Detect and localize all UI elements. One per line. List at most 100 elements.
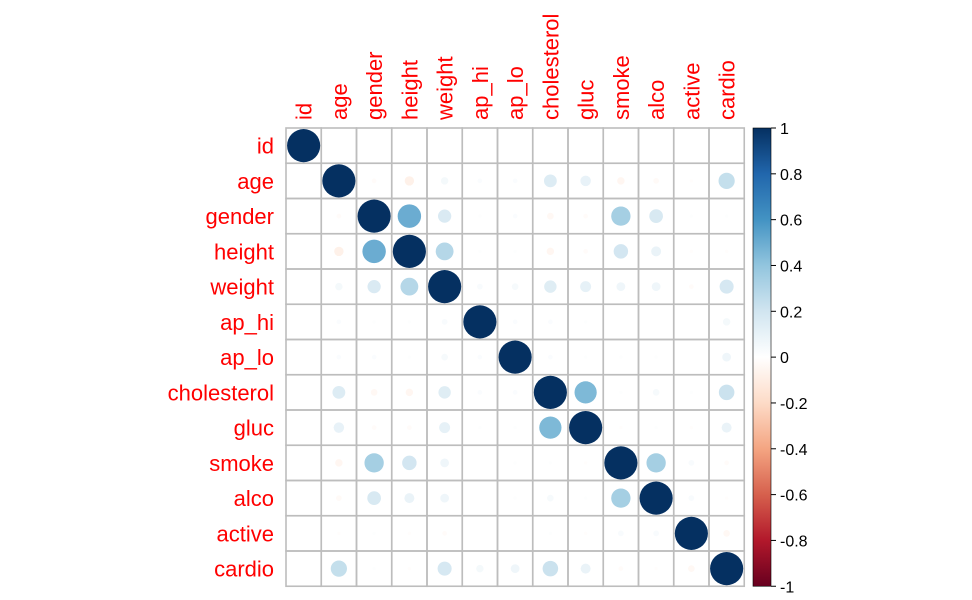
corr-gluc-cardio [721, 422, 732, 433]
grid-cell [602, 127, 640, 165]
corr-gluc-cholesterol [539, 416, 562, 439]
corr-alco-ap_lo [513, 496, 517, 500]
corr-cardio-ap_lo [510, 564, 520, 574]
row-labels: id age gender height weight ap_hi ap_locholest… [168, 134, 274, 582]
corr-active-gender [372, 531, 376, 536]
corr-weight-smoke [616, 282, 626, 292]
corr-cardio-gender [372, 566, 376, 571]
corr-gender-smoke [611, 206, 631, 226]
corr-alco-weight [440, 493, 450, 503]
corr-smoke-smoke [604, 446, 638, 480]
corr-ap_lo-smoke [619, 355, 623, 359]
corr-gender-height [397, 204, 422, 228]
colorbar-tick-label: 1 [780, 121, 789, 138]
corr-weight-active [689, 284, 694, 289]
corr-age-cardio [718, 172, 735, 189]
corr-active-gluc [583, 531, 588, 536]
col-label-age: age [327, 83, 352, 120]
corr-gender-gender [357, 199, 391, 233]
grid-cell [426, 127, 464, 165]
corr-active-cardio [723, 530, 730, 537]
corr-active-height [407, 531, 412, 536]
corr-age-weight [440, 177, 449, 185]
corr-height-age [334, 246, 344, 257]
corr-active-age [337, 531, 341, 536]
grid-cell [637, 127, 675, 165]
corr-gender-alco [649, 209, 663, 223]
corr-alco-cardio [724, 496, 729, 500]
grid-cell [672, 127, 710, 165]
corr-alco-gender [367, 491, 381, 505]
grid-cell [285, 444, 323, 482]
corr-smoke-active [688, 460, 695, 466]
corr-cholesterol-cholesterol [533, 375, 567, 409]
grid-cell [637, 303, 675, 341]
corr-height-ap_lo [513, 249, 517, 254]
corr-age-alco [653, 178, 659, 184]
corr-age-gender [371, 178, 377, 184]
corr-smoke-age [335, 459, 343, 467]
corr-gender-gluc [583, 213, 588, 219]
row-label-cholesterol: cholesterol [168, 380, 274, 405]
corr-alco-cholesterol [547, 494, 554, 502]
corr-cardio-age [330, 560, 347, 577]
grid [285, 127, 746, 588]
colorbar-tick-label: -0.2 [780, 396, 808, 413]
corr-age-age [322, 164, 356, 198]
corr-alco-smoke [611, 488, 631, 508]
corr-alco-gluc [583, 496, 588, 500]
grid-cell [285, 550, 323, 588]
correlation-circles [287, 129, 744, 586]
corr-weight-height [400, 277, 419, 296]
grid-cell [708, 550, 746, 588]
corr-ap_hi-gluc [583, 320, 588, 324]
colorbar-tick-label: 0.6 [780, 213, 802, 230]
corr-gender-active [689, 214, 694, 218]
corr-cardio-cholesterol [542, 560, 559, 577]
corr-weight-alco [651, 282, 661, 292]
corr-gender-weight [437, 209, 452, 223]
grid-cell [285, 338, 323, 376]
colorbar-tick-label: -1 [780, 579, 794, 596]
row-label-active: active [217, 521, 274, 546]
col-label-gender: gender [362, 51, 387, 120]
corr-gender-age [336, 213, 342, 219]
color-legend: 1 0.8 0.6 0.4 0.2 0 -0.2 -0.4 -0.6 -0.8 -1 [752, 121, 808, 596]
row-label-ap_hi: ap_hi [220, 310, 274, 335]
column-labels: id age gender height weight ap_hi ap_lo cholest… [292, 14, 740, 121]
corr-cholesterol-alco [652, 389, 660, 396]
corr-gender-ap_hi [478, 214, 482, 218]
corr-cholesterol-smoke [619, 390, 623, 395]
corr-ap_hi-height [407, 320, 412, 324]
grid-cell [355, 127, 393, 165]
corr-cardio-smoke [618, 566, 624, 571]
corr-height-alco [651, 246, 662, 257]
corr-gender-cardio [724, 214, 729, 218]
corr-alco-active [688, 495, 695, 501]
corr-ap_lo-age [336, 354, 342, 360]
corr-gender-ap_lo [512, 213, 518, 219]
corr-age-smoke [617, 177, 625, 185]
grid-cell [285, 268, 323, 306]
col-label-ap_lo: ap_lo [503, 66, 528, 120]
corr-height-ap_hi [478, 249, 482, 254]
row-label-ap_lo: ap_lo [220, 345, 274, 370]
grid-cell [285, 373, 323, 411]
corr-weight-weight [428, 270, 462, 304]
row-label-height: height [214, 239, 274, 264]
corr-cardio-height [407, 566, 412, 571]
corr-age-active [689, 179, 694, 183]
corr-smoke-gender [364, 453, 384, 473]
corr-ap_lo-alco [654, 355, 658, 359]
col-label-cholesterol: cholesterol [538, 14, 563, 120]
colorbar-tick-label: -0.6 [780, 488, 808, 505]
colorbar-tick-label: 0.8 [780, 167, 802, 184]
corr-height-height [392, 234, 426, 268]
corr-gluc-active [689, 425, 694, 430]
grid-cell [285, 479, 323, 517]
colorbar-tick-label: 0.2 [780, 304, 802, 321]
corr-ap_hi-cardio [722, 318, 731, 326]
corr-ap_lo-weight [441, 353, 448, 361]
corr-cardio-active [688, 565, 695, 572]
corr-cholesterol-cardio [718, 384, 735, 401]
